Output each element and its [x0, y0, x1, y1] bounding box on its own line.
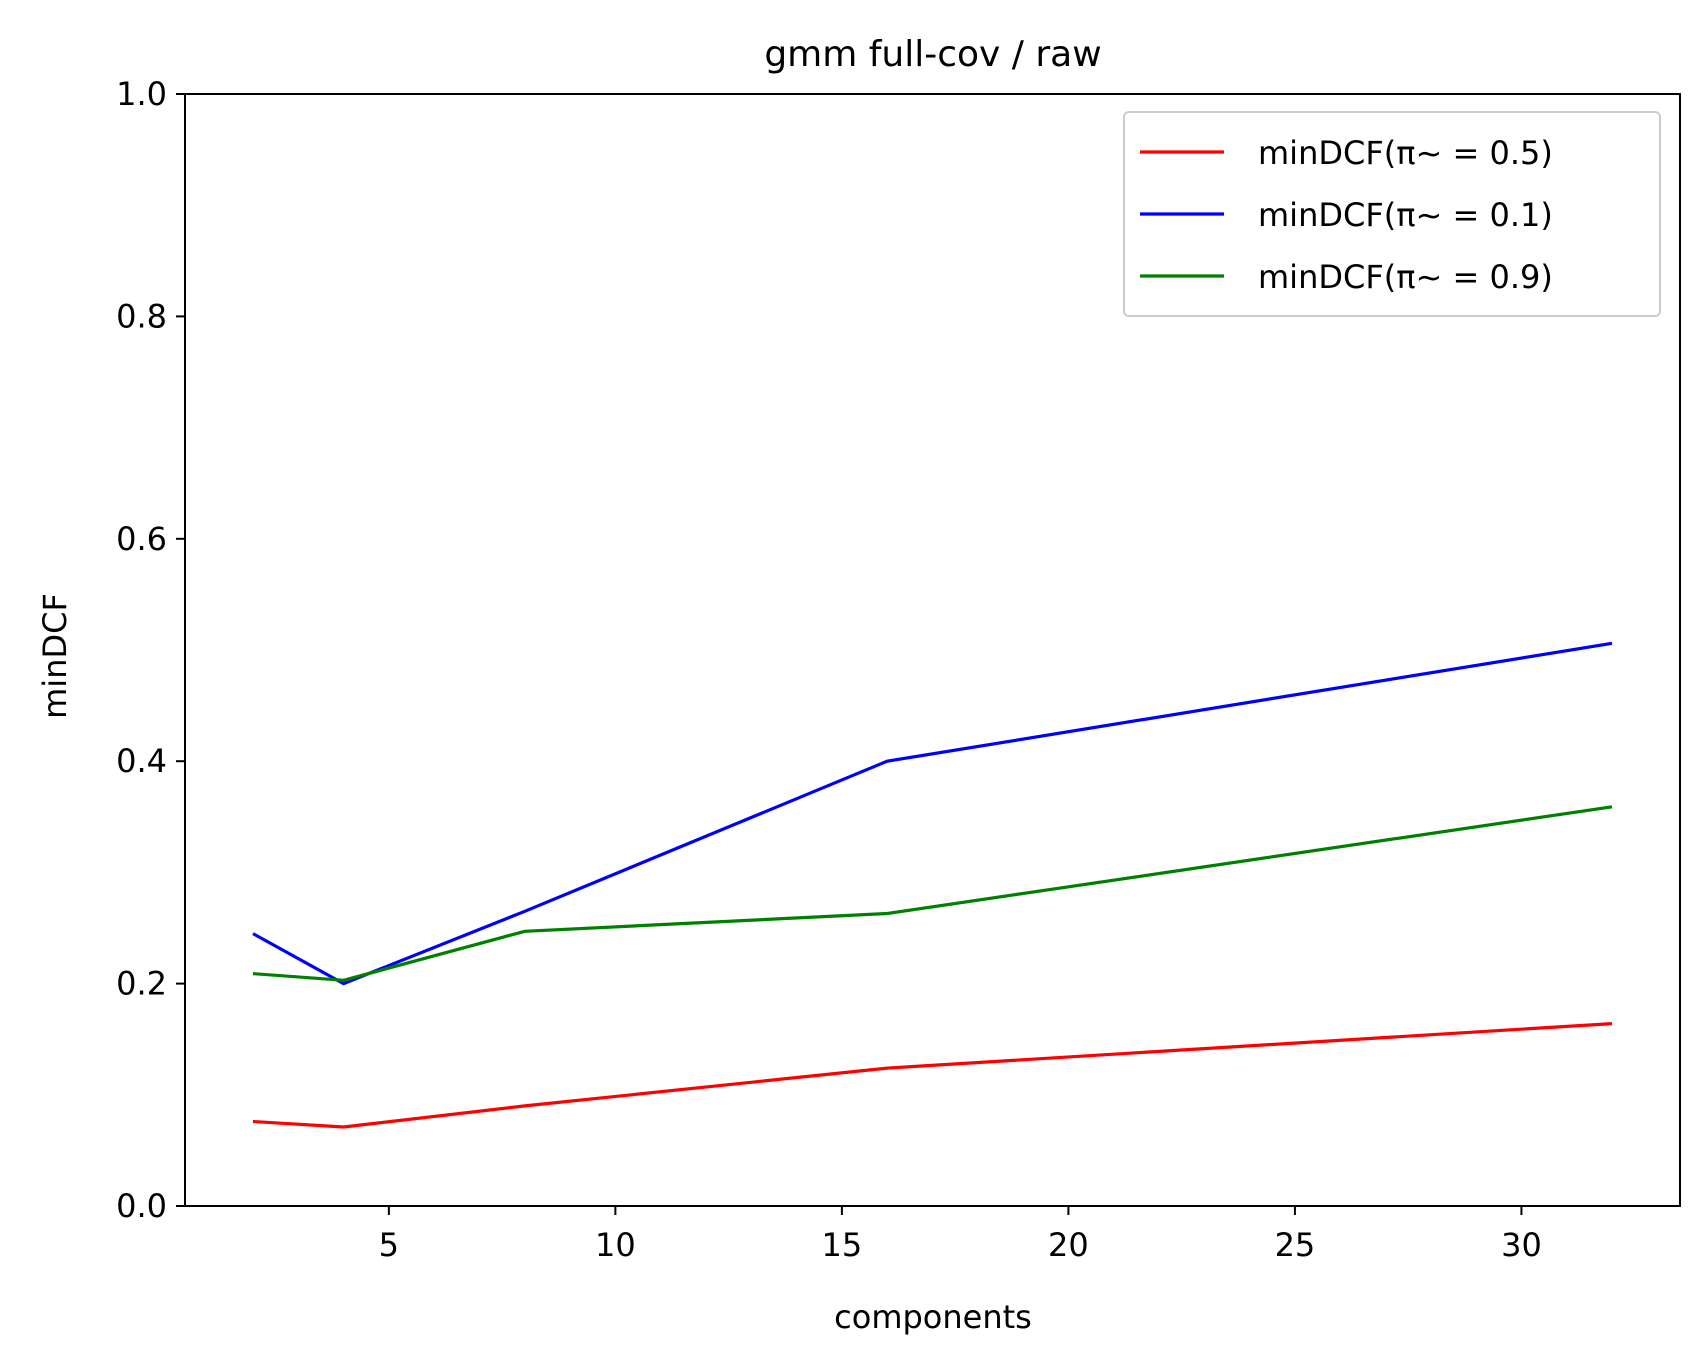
legend-label-2: minDCF(π~ = 0.9) — [1258, 258, 1553, 296]
legend-box — [1123, 111, 1661, 317]
x-tick-label: 30 — [1501, 1226, 1542, 1264]
y-tick-label: 0.6 — [116, 520, 167, 558]
y-axis-label: minDCF — [36, 593, 74, 719]
y-tick-label: 0.0 — [116, 1187, 167, 1225]
plot-area — [184, 93, 1681, 1207]
series-line-0 — [252, 1022, 1613, 1129]
y-tick-label: 1.0 — [116, 75, 167, 113]
y-tick-label: 0.4 — [116, 742, 167, 780]
legend: minDCF(π~ = 0.5) minDCF(π~ = 0.1) minDCF(π… — [1123, 111, 1661, 317]
legend-label-0: minDCF(π~ = 0.5) — [1258, 134, 1553, 172]
series-line-2 — [252, 805, 1613, 982]
y-tick-label: 0.8 — [116, 297, 167, 335]
x-tick-label: 5 — [379, 1226, 399, 1264]
series-line-1 — [252, 641, 1613, 986]
x-axis-ticks: 5 10 15 20 25 30 — [379, 1206, 1542, 1264]
x-tick-label: 20 — [1048, 1226, 1089, 1264]
x-tick-label: 15 — [822, 1226, 863, 1264]
x-axis-label: components — [834, 1298, 1032, 1336]
axes-frame — [184, 93, 1681, 1207]
chart-title: gmm full-cov / raw — [764, 34, 1101, 75]
y-tick-label: 0.2 — [116, 965, 167, 1003]
x-tick-label: 10 — [595, 1226, 636, 1264]
legend-label-1: minDCF(π~ = 0.1) — [1258, 196, 1553, 234]
y-axis-ticks: 0.0 0.2 0.4 0.6 0.8 1.0 — [116, 75, 185, 1225]
x-tick-label: 25 — [1275, 1226, 1316, 1264]
